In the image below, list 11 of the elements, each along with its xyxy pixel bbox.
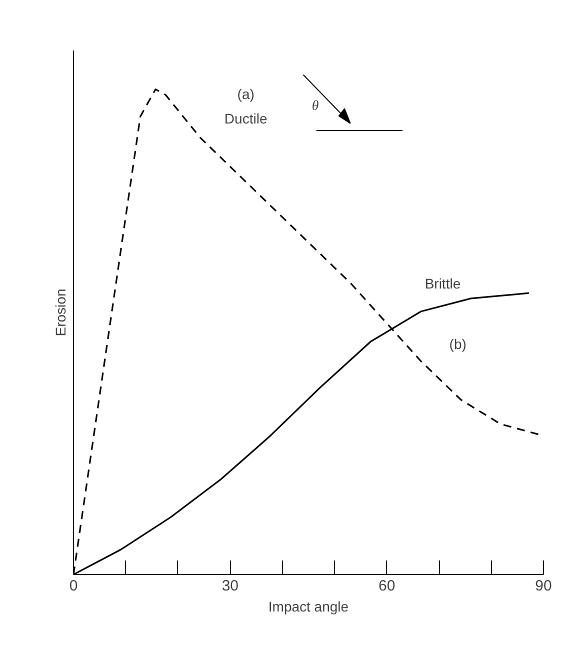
annotation: θ xyxy=(312,98,319,114)
annotation: (a) xyxy=(237,86,254,102)
x-axis-title: Impact angle xyxy=(268,598,349,614)
y-axis-title: Erosion xyxy=(52,288,68,336)
annotation: Ductile xyxy=(224,110,268,126)
x-tick-label: 90 xyxy=(535,578,552,594)
x-tick-label: 0 xyxy=(69,578,78,594)
x-tick-label: 60 xyxy=(378,578,396,594)
x-tick-label: 30 xyxy=(222,578,239,594)
annotation: Brittle xyxy=(424,275,461,292)
annotation: (b) xyxy=(449,336,466,352)
